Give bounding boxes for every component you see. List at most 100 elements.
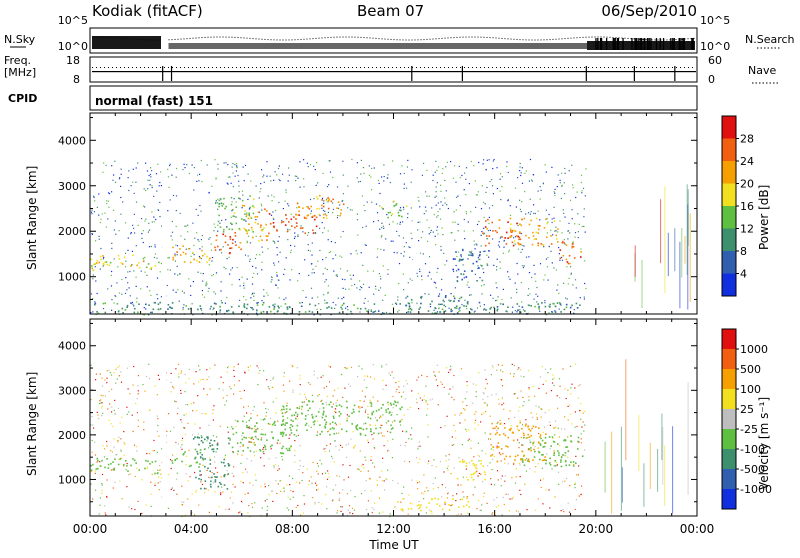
scatter-point [126,407,127,408]
scatter-point [230,269,231,270]
nsearch-point [199,37,200,38]
region-point [502,304,504,306]
scatter-point [557,395,558,396]
scatter-point [584,411,585,412]
scatter-streak [642,260,643,308]
freq-point [178,71,180,72]
nave-point [648,67,649,68]
scatter-point [381,223,382,224]
scatter-point [201,474,202,475]
scatter-point [360,286,361,287]
scatter-point [157,418,158,419]
scatter-point [564,217,565,218]
nsky-bar [308,43,310,49]
scatter-point [377,484,378,485]
scatter-point [119,178,120,179]
scatter-point [481,245,482,246]
scatter-point [515,243,516,244]
scatter-point [536,287,537,288]
freq-point [612,71,614,72]
region-point [209,471,211,473]
scatter-point [549,214,550,215]
scatter-point [170,270,171,271]
scatter-point [559,253,560,254]
scatter-point [570,200,571,201]
scatter-point [102,445,103,446]
scatter-point [133,305,134,306]
region-point [139,267,141,269]
scatter-point [201,258,202,259]
nsearch-point [202,37,203,38]
scatter-point [339,500,340,501]
scatter-point [368,301,369,302]
region-point [249,195,251,197]
region-point [198,466,200,468]
scatter-point [192,303,193,304]
scatter-point [156,191,157,192]
region-point [386,411,388,413]
scatter-point [308,166,309,167]
scatter-point [455,287,456,288]
scatter-point [185,404,186,405]
scatter-point [428,294,429,295]
nsearch-point [589,37,590,38]
scatter-point [134,214,135,215]
freq-point [522,71,524,72]
scatter-point [394,506,395,507]
scatter-point [290,245,291,246]
scatter-point [95,280,96,281]
region-point [223,203,225,205]
scatter-point [133,169,134,170]
scatter-point [357,214,358,215]
scatter-point [253,443,254,444]
freq-point [342,71,344,72]
region-point [382,404,384,406]
freq-point [628,71,630,72]
scatter-point [515,483,516,484]
scatter-point [337,400,338,401]
scatter-point [347,270,348,271]
nsearch-point [634,38,635,39]
region-point [257,223,259,225]
scatter-point [211,250,212,251]
region-point [235,244,237,246]
scatter-point [367,440,368,441]
nave-point [264,67,265,68]
scatter-point [372,462,373,463]
nsearch-point [427,39,428,40]
scatter-point [183,427,184,428]
scatter-point [382,414,383,415]
scatter-point [348,510,349,511]
scatter-point [442,173,443,174]
region-point [229,252,231,254]
scatter-point [181,440,182,441]
freq-point [480,71,482,72]
region-point [340,213,342,215]
scatter-point [113,372,114,373]
scatter-point [214,365,215,366]
scatter-point [423,474,424,475]
nsky-spike [656,38,657,50]
scatter-point [249,437,250,438]
region-point [253,207,255,209]
region-point [513,230,515,232]
freq-point [312,71,314,72]
scatter-point [127,271,128,272]
region-point [550,235,552,237]
scatter-point [559,260,560,261]
scatter-point [521,282,522,283]
scatter-point [419,501,420,502]
scatter-point [90,365,91,366]
scatter-point [339,449,340,450]
nave-point [600,67,601,68]
nsky-bar [94,36,96,49]
region-point [118,311,120,313]
scatter-point [509,250,510,251]
region-point [553,303,555,305]
nsearch-point [607,37,608,38]
scatter-point [244,416,245,417]
scatter-point [476,508,477,509]
scatter-point [95,240,96,241]
scatter-point [111,248,112,249]
nsearch-point [667,39,668,40]
